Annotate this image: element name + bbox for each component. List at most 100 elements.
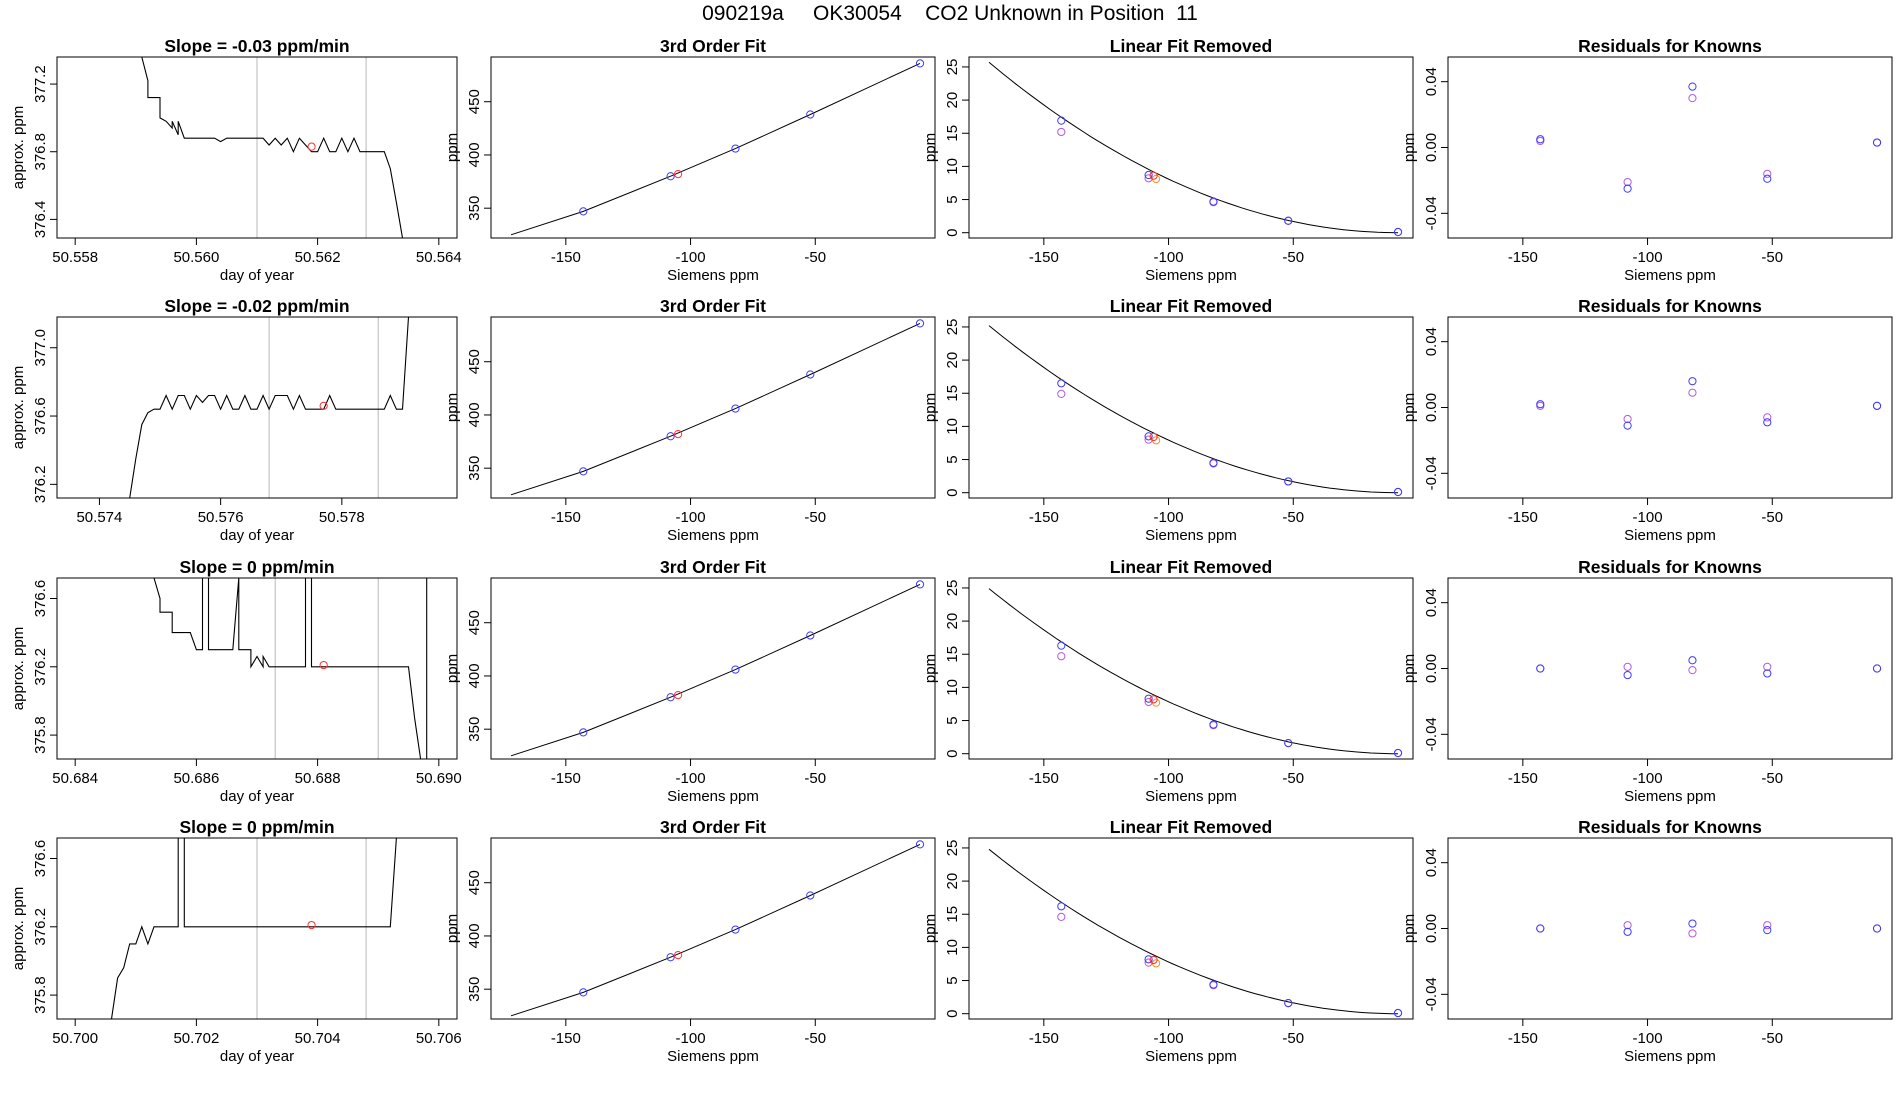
x-axis-label: day of year bbox=[220, 788, 294, 805]
known-point bbox=[1209, 458, 1218, 467]
known-point bbox=[1284, 998, 1293, 1008]
x-tick-label: -100 bbox=[1633, 509, 1663, 526]
known-point bbox=[1209, 980, 1218, 989]
residual-point bbox=[1536, 664, 1545, 673]
fit-curve bbox=[510, 843, 921, 1017]
known-point bbox=[666, 432, 675, 441]
known-point bbox=[806, 891, 815, 900]
residual-point-alt bbox=[1536, 401, 1545, 410]
x-tick-label: 50.706 bbox=[416, 1030, 462, 1047]
plot-title: 3rd Order Fit bbox=[660, 36, 766, 56]
x-tick-label: -50 bbox=[1282, 770, 1304, 787]
x-tick-label: -50 bbox=[804, 509, 826, 526]
residual-point-alt bbox=[1623, 662, 1632, 671]
plot-title: Residuals for Knowns bbox=[1578, 817, 1762, 837]
y-tick-label: 377.0 bbox=[32, 329, 49, 367]
y-tick-label: -0.04 bbox=[1423, 977, 1440, 1011]
plot-area-fit bbox=[510, 319, 925, 496]
y-tick-label: 0 bbox=[944, 229, 961, 237]
known-point bbox=[666, 953, 675, 962]
x-axis-label: Siemens ppm bbox=[1624, 267, 1716, 284]
x-tick-label: 50.684 bbox=[52, 770, 98, 787]
y-tick-label: 377.2 bbox=[32, 65, 49, 103]
unknown-point-alt bbox=[1149, 171, 1158, 180]
known-point bbox=[1057, 641, 1066, 650]
residual-point bbox=[1688, 82, 1697, 91]
x-axis-label: Siemens ppm bbox=[1145, 1048, 1237, 1065]
residual-curve bbox=[988, 848, 1398, 1015]
x-axis-label: Siemens ppm bbox=[1145, 267, 1237, 284]
plot-title: Linear Fit Removed bbox=[1110, 817, 1272, 837]
y-axis-label: ppm bbox=[1401, 133, 1418, 162]
known-point bbox=[731, 665, 740, 674]
residual-point bbox=[1623, 670, 1632, 680]
x-tick-label: -50 bbox=[1282, 249, 1304, 266]
x-tick-label: -150 bbox=[1029, 1030, 1059, 1047]
plot-area-residuals bbox=[1536, 656, 1882, 680]
known-point bbox=[1393, 487, 1403, 497]
y-tick-label: 15 bbox=[944, 906, 961, 923]
y-axis-label: ppm bbox=[1401, 393, 1418, 422]
plot-title: Linear Fit Removed bbox=[1110, 36, 1272, 56]
y-axis-label: ppm bbox=[922, 914, 939, 943]
known-point bbox=[1057, 902, 1066, 911]
plot-frame bbox=[56, 837, 458, 1020]
known-point bbox=[579, 467, 588, 476]
x-tick-label: 50.686 bbox=[173, 770, 219, 787]
y-tick-label: 10 bbox=[944, 939, 961, 956]
plot-frame bbox=[968, 577, 1414, 760]
y-axis-label: ppm bbox=[444, 393, 461, 422]
plot-area-fit bbox=[510, 59, 925, 236]
plot-frame bbox=[56, 56, 458, 239]
y-axis-label: ppm bbox=[1401, 914, 1418, 943]
x-axis-label: day of year bbox=[220, 527, 294, 544]
known-point bbox=[915, 840, 925, 849]
x-tick-label: 50.560 bbox=[173, 249, 219, 266]
unknown-point bbox=[673, 691, 683, 700]
y-tick-label: 0.04 bbox=[1423, 848, 1440, 877]
x-tick-label: 50.558 bbox=[52, 249, 98, 266]
known-point bbox=[1393, 227, 1403, 237]
y-tick-label: 376.6 bbox=[32, 580, 49, 618]
x-tick-label: -100 bbox=[1633, 1030, 1663, 1047]
unknown-point-alt bbox=[1149, 432, 1158, 442]
x-tick-label: -150 bbox=[551, 249, 581, 266]
y-tick-label: 376.6 bbox=[32, 840, 49, 878]
plot-frame bbox=[1447, 577, 1893, 760]
plot-area-timeseries bbox=[141, 57, 404, 238]
unknown-mean-point bbox=[307, 142, 316, 151]
y-axis-label: approx. ppm bbox=[10, 627, 27, 710]
y-tick-label: 10 bbox=[944, 158, 961, 175]
residual-point bbox=[1536, 400, 1545, 409]
x-tick-label: -100 bbox=[676, 509, 706, 526]
y-axis-label: approx. ppm bbox=[10, 106, 27, 189]
known-point-alt bbox=[1057, 652, 1066, 661]
known-point bbox=[731, 144, 740, 153]
known-point bbox=[806, 370, 815, 379]
x-axis-label: Siemens ppm bbox=[1624, 527, 1716, 544]
x-tick-label: -150 bbox=[1508, 509, 1538, 526]
x-axis-label: Siemens ppm bbox=[667, 1048, 759, 1065]
y-tick-label: 25 bbox=[944, 59, 961, 76]
y-tick-label: 0.00 bbox=[1423, 133, 1440, 162]
plot-area-timeseries bbox=[129, 317, 410, 498]
residual-point bbox=[1763, 926, 1772, 935]
x-tick-label: 50.690 bbox=[416, 770, 462, 787]
y-tick-label: -0.04 bbox=[1423, 456, 1440, 490]
plot-frame bbox=[56, 577, 458, 760]
y-tick-label: 5 bbox=[944, 455, 961, 463]
known-point bbox=[1284, 477, 1293, 486]
y-tick-label: 400 bbox=[466, 663, 483, 688]
plot-frame bbox=[968, 56, 1414, 239]
x-tick-label: -100 bbox=[1154, 770, 1184, 787]
plot-area-residuals bbox=[1536, 377, 1882, 430]
y-tick-label: 450 bbox=[466, 610, 483, 635]
x-tick-label: 50.578 bbox=[319, 509, 365, 526]
known-point bbox=[806, 110, 815, 119]
known-point bbox=[579, 988, 588, 997]
y-tick-label: 376.4 bbox=[32, 201, 49, 239]
residual-point bbox=[1688, 377, 1697, 386]
known-point bbox=[579, 728, 588, 737]
y-tick-label: 450 bbox=[466, 89, 483, 114]
y-tick-label: 0.04 bbox=[1423, 327, 1440, 356]
